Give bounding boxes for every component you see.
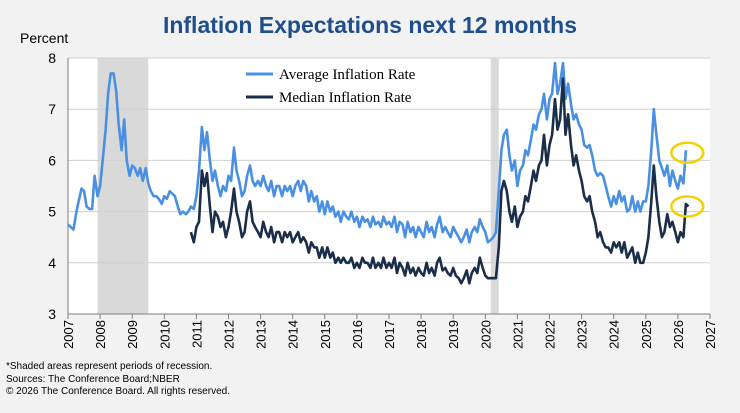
legend-label-median: Median Inflation Rate — [279, 90, 412, 106]
x-tick-label: 2020 — [478, 320, 493, 349]
x-tick-label: 2026 — [671, 320, 686, 349]
highlight-circle — [670, 195, 705, 218]
y-tick-label: 7 — [48, 101, 56, 117]
y-tick-label: 4 — [48, 255, 56, 271]
x-tick-label: 2015 — [318, 320, 333, 349]
x-tick-label: 2016 — [350, 320, 365, 349]
x-tick-label: 2022 — [543, 320, 558, 349]
x-tick-label: 2014 — [286, 320, 301, 349]
series-line-median — [189, 77, 690, 285]
x-tick-label: 2007 — [61, 320, 76, 349]
legend-label-average: Average Inflation Rate — [279, 67, 416, 83]
y-tick-label: 3 — [48, 306, 56, 322]
x-tick-label: 2019 — [446, 320, 461, 349]
x-tick-label: 2024 — [607, 320, 622, 349]
x-tick-label: 2023 — [575, 320, 590, 349]
x-tick-label: 2017 — [382, 320, 397, 349]
x-tick-label: 2011 — [189, 320, 204, 348]
footnotes: *Shaded areas represent periods of reces… — [6, 361, 230, 399]
x-tick-label: 2027 — [703, 320, 718, 349]
y-tick-label: 5 — [48, 204, 56, 220]
note-recession: *Shaded areas represent periods of reces… — [6, 361, 213, 372]
y-tick-label: 6 — [48, 152, 56, 168]
series-line-average — [67, 61, 688, 244]
x-tick-label: 2018 — [414, 320, 429, 349]
x-tick-label: 2010 — [157, 320, 172, 349]
x-tick-label: 2013 — [254, 320, 269, 349]
x-tick-label: 2025 — [639, 320, 654, 349]
plot-area — [68, 58, 710, 314]
note-copyright: © 2026 The Conference Board. All rights … — [6, 386, 230, 397]
x-tick-label: 2021 — [510, 320, 525, 349]
x-tick-label: 2008 — [93, 320, 108, 349]
x-tick-label: 2009 — [125, 320, 140, 349]
y-tick-label: 8 — [48, 50, 56, 66]
highlight-circle — [670, 141, 705, 164]
recession-band — [97, 58, 149, 314]
x-tick-label: 2012 — [222, 320, 237, 349]
note-sources: Sources: The Conference Board;NBER — [6, 373, 180, 385]
y-axis-label: Percent — [20, 30, 69, 46]
chart-title: Inflation Expectations next 12 months — [162, 12, 578, 38]
recession-band — [490, 58, 499, 314]
